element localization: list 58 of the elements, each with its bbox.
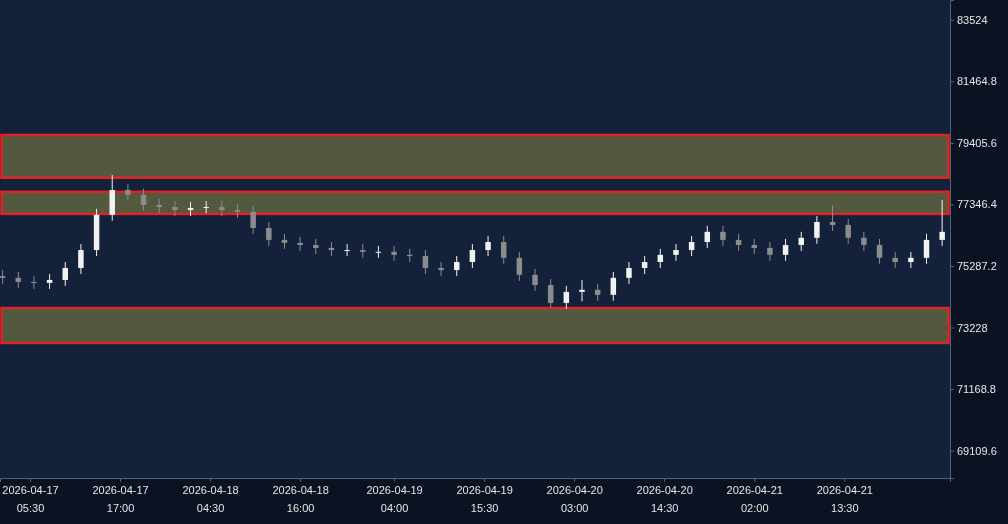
x-tick-label: 2026-04-18 04:30 [182,484,239,514]
candlestick [908,251,914,269]
candlestick [485,235,491,257]
candlestick [829,204,836,232]
candlestick [438,261,444,277]
candlestick [172,200,178,217]
x-tick-label: 2026-04-20 14:30 [636,484,693,514]
candlestick [375,245,382,259]
candlestick [532,268,538,292]
candlestick [657,248,664,269]
candlestick [125,183,131,202]
candlestick [876,238,883,265]
x-tick-label: 2026-04-17 17:00 [92,484,149,514]
candlestick [861,231,867,252]
candlestick [939,199,945,247]
candlestick [845,218,851,245]
candlestick [500,235,507,265]
candlestick [266,221,272,247]
candlestick [626,261,632,285]
x-tick-label: 2026-04-20 03:00 [546,484,603,514]
x-tick-label: 2026-04-21 02:00 [726,484,783,514]
x-tick-label: 2026-04-17 05:30 [2,484,59,514]
candlestick [563,285,570,310]
y-tick-label: 79405.6 [957,136,997,149]
x-tick-label: 2026-04-21 13:30 [816,484,873,514]
y-tick-label: 83524 [957,13,988,26]
candlestick [767,241,773,262]
candlestick [798,231,804,252]
candlestick [344,243,350,257]
y-tick-label: 69109.6 [957,444,997,457]
candlestick [547,278,554,309]
y-tick-label: 77346.4 [957,198,997,211]
candlestick [923,233,930,265]
candlestick [78,243,84,275]
candlestick [782,238,789,262]
candlestick [469,243,476,269]
x-tick-label: 2026-04-19 15:30 [456,484,513,514]
candlestick [579,279,585,302]
candlestick [250,205,256,235]
candlestick [610,271,617,302]
candlestick [391,245,397,262]
candlestick [673,243,679,262]
candlestick [31,275,37,290]
x-tick-label: 2026-04-18 16:00 [272,484,329,514]
candlestick [422,249,429,275]
y-tick-label: 71168.8 [957,383,996,396]
y-tick-label: 73228 [957,321,988,334]
x-tick-label: 2026-04-19 04:00 [366,484,423,514]
candlestick [203,200,209,214]
candlestick [720,225,726,247]
candlestick [62,261,68,287]
candlestick [688,235,695,257]
candlestick [297,236,303,252]
candlestick [516,251,523,282]
y-tick-label: 75287.2 [957,259,997,272]
candlestick [453,255,460,277]
candlestick [814,215,820,245]
y-tick-label: 81464.8 [957,75,997,88]
